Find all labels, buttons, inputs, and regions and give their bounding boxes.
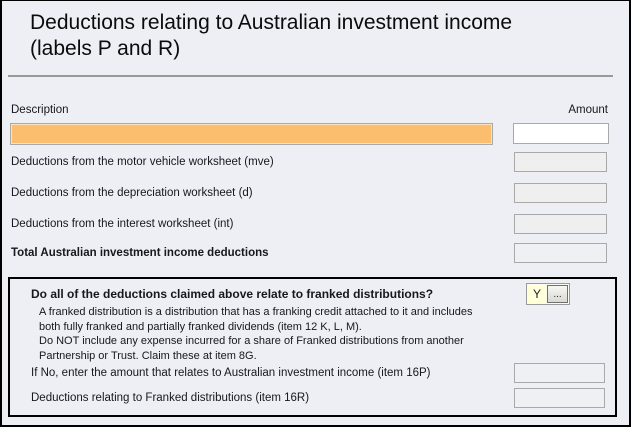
total-row-label: Total Australian investment income deduc… — [11, 247, 269, 259]
page-title-line-1: Deductions relating to Australian invest… — [30, 11, 513, 34]
mve-amount-field — [514, 152, 607, 172]
interest-row-label: Deductions from the interest worksheet (… — [11, 218, 234, 230]
franked-help-line: Partnership or Trust. Claim these at ite… — [39, 350, 257, 363]
franked-question-label: Do all of the deductions claimed above r… — [31, 287, 434, 301]
franked-answer-widget: ... — [526, 283, 570, 305]
title-separator — [8, 75, 613, 77]
page-title-line-2: (labels P and R) — [30, 37, 181, 60]
ellipsis-button[interactable]: ... — [547, 285, 568, 303]
franked-answer-input[interactable] — [528, 285, 546, 303]
item-16r-input[interactable] — [514, 388, 605, 408]
franked-help-line: both fully franked and partially franked… — [39, 320, 362, 333]
amount-column-header: Amount — [568, 104, 608, 116]
item-16r-label: Deductions relating to Franked distribut… — [31, 392, 310, 404]
item-16p-label: If No, enter the amount that relates to … — [31, 367, 431, 379]
mve-row-label: Deductions from the motor vehicle worksh… — [11, 156, 274, 168]
depreciation-amount-field — [514, 183, 607, 203]
franked-help-line: Do NOT include any expense incurred for … — [39, 335, 464, 348]
description-column-header: Description — [11, 104, 69, 116]
page-title: Deductions relating to Australian invest… — [30, 10, 512, 62]
item-16p-input[interactable] — [514, 363, 605, 383]
description-input[interactable] — [10, 123, 493, 145]
description-amount-input[interactable] — [513, 123, 609, 144]
total-deductions-field — [514, 243, 607, 263]
franked-distributions-box: Do all of the deductions claimed above r… — [8, 277, 617, 417]
interest-amount-field — [514, 214, 607, 234]
franked-help-line: A franked distribution is a distribution… — [39, 306, 473, 318]
franked-help-text: A franked distribution is a distribution… — [39, 305, 473, 364]
depreciation-row-label: Deductions from the depreciation workshe… — [11, 187, 253, 199]
